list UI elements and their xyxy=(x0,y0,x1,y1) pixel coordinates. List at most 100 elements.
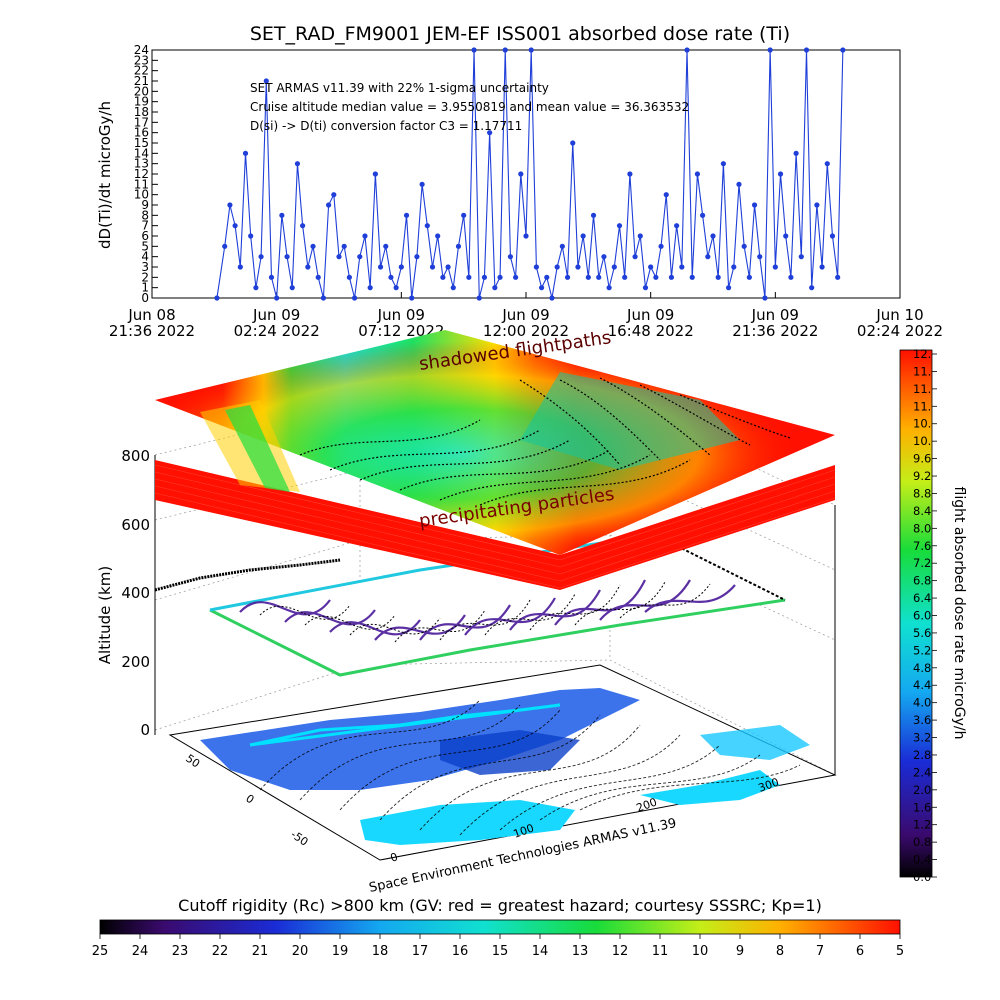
bottom-colorbar-tick-label: 23 xyxy=(172,944,189,959)
bottom-colorbar-tick-label: 25 xyxy=(92,944,109,959)
bottom-colorbar-gradient xyxy=(99,919,901,935)
bottom-colorbar-label: Cutoff rigidity (Rc) >800 km (GV: red = … xyxy=(178,896,822,915)
data-point xyxy=(253,285,259,291)
data-point xyxy=(700,212,706,218)
x-tick-time: 21:36 2022 xyxy=(732,322,818,340)
bottom-colorbar-tick-label: 5 xyxy=(896,944,904,959)
data-point xyxy=(736,181,742,187)
data-point xyxy=(289,285,295,291)
altitude-tick-label: 800 xyxy=(121,447,150,465)
data-point xyxy=(798,254,804,260)
continents xyxy=(200,688,810,845)
data-point xyxy=(274,295,280,301)
right-colorbar-tick-label: 12. xyxy=(913,347,931,361)
data-point xyxy=(528,47,534,53)
y-axis-label: dD(Ti)/dt microGy/h xyxy=(96,101,114,249)
data-point xyxy=(533,264,539,270)
data-point xyxy=(326,202,332,208)
lon-tick-label: 0 xyxy=(389,850,400,865)
y-tick-label: 2 xyxy=(141,270,149,284)
data-point xyxy=(731,264,737,270)
right-colorbar-tick-label: 6.8 xyxy=(913,574,931,588)
data-point xyxy=(772,264,778,270)
data-point xyxy=(248,233,254,239)
data-point xyxy=(466,274,472,280)
data-point xyxy=(668,274,675,280)
data-point xyxy=(263,78,269,84)
x-tick-time: 02:24 2022 xyxy=(234,322,320,340)
data-point xyxy=(538,285,545,291)
data-point xyxy=(487,130,493,136)
data-point xyxy=(461,212,467,218)
data-point xyxy=(767,47,773,53)
data-point xyxy=(783,233,789,239)
data-point xyxy=(616,223,623,229)
data-point xyxy=(346,274,352,280)
data-point xyxy=(502,47,508,53)
particle-slab: shadowed flightpaths precipitating parti… xyxy=(154,327,836,590)
annotation-line-3: D(si) -> D(ti) conversion factor C3 = 1.… xyxy=(250,119,522,133)
data-point xyxy=(585,274,591,280)
right-colorbar-tick-label: 8.0 xyxy=(913,521,931,535)
data-point xyxy=(710,233,716,239)
bottom-colorbar-tick-label: 7 xyxy=(816,944,824,959)
data-point xyxy=(403,212,410,218)
bottom-colorbar-tick-label: 19 xyxy=(332,944,349,959)
y-tick-label: 4 xyxy=(141,250,149,264)
data-point xyxy=(409,295,415,301)
bottom-colorbar-tick-label: 22 xyxy=(212,944,229,959)
y-tick-label: 11 xyxy=(134,177,149,191)
lat-tick-label: 50 xyxy=(183,752,202,771)
data-point xyxy=(398,264,404,270)
right-colorbar-tick-label: 0.0 xyxy=(913,870,931,884)
right-colorbar-tick-label: 2.8 xyxy=(913,748,931,762)
data-point xyxy=(679,264,685,270)
data-point xyxy=(725,285,732,291)
right-colorbar-tick-label: 6.0 xyxy=(913,609,931,623)
data-point xyxy=(435,233,441,239)
data-point xyxy=(575,264,581,270)
data-point xyxy=(440,274,446,280)
right-colorbar-tick-label: 7.6 xyxy=(913,539,931,553)
right-colorbar-tick-label: 9.6 xyxy=(913,452,931,466)
data-point xyxy=(476,295,482,301)
data-point xyxy=(284,254,290,260)
data-point xyxy=(414,254,420,260)
x-tick-time: 16:48 2022 xyxy=(608,322,694,340)
data-point xyxy=(372,171,378,177)
bottom-colorbar-tick-label: 20 xyxy=(292,944,309,959)
y-tick-label: 5 xyxy=(141,239,149,253)
data-point xyxy=(455,243,462,249)
data-point xyxy=(648,264,654,270)
data-point xyxy=(513,274,519,280)
x-tick-date: Jun 09 xyxy=(751,306,799,324)
right-colorbar-tick-label: 0.4 xyxy=(913,853,931,867)
data-point xyxy=(653,274,659,280)
data-point xyxy=(554,264,560,270)
right-colorbar-tick-label: 5.2 xyxy=(913,643,931,657)
y-tick-label: 13 xyxy=(134,157,149,171)
x-tick-time: 21:36 2022 xyxy=(109,322,195,340)
bottom-colorbar-tick-label: 11 xyxy=(652,944,669,959)
y-tick-label: 14 xyxy=(134,146,149,160)
data-point xyxy=(809,285,815,291)
data-point xyxy=(279,212,285,218)
right-colorbar-tick-label: 3.2 xyxy=(913,731,931,745)
data-point xyxy=(637,233,643,239)
right-colorbar-tick-label: 11. xyxy=(913,382,931,396)
data-point xyxy=(632,254,638,260)
data-point xyxy=(720,161,726,167)
data-point xyxy=(362,233,368,239)
data-point xyxy=(237,264,243,270)
data-point xyxy=(689,274,695,280)
data-point xyxy=(214,295,220,301)
data-point xyxy=(746,274,752,280)
y-tick-label: 1 xyxy=(141,281,149,295)
data-point xyxy=(507,254,514,260)
orbit-3d-panel: 0 100 200 300 -50 0 50 xyxy=(96,327,837,896)
data-point xyxy=(788,274,794,280)
bottom-colorbar-tick-label: 18 xyxy=(372,944,389,959)
data-point xyxy=(367,285,373,291)
data-point xyxy=(622,274,628,280)
bottom-colorbar-tick-label: 15 xyxy=(492,944,509,959)
